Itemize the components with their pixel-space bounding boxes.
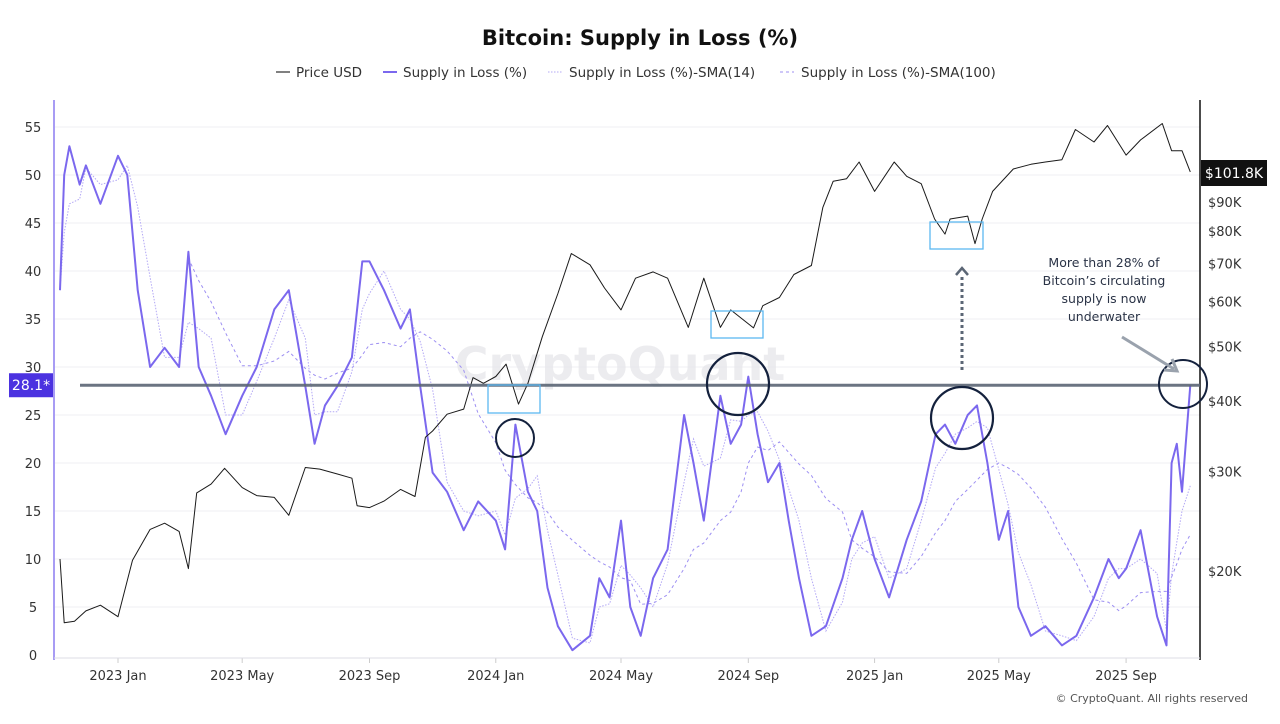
left-axis-tick-label: 10 <box>25 553 42 568</box>
highlight-box-2024-jan <box>487 384 541 414</box>
right-axis-tick-label: $50K <box>1208 340 1242 355</box>
x-axis-tick-label: 2025 Jan <box>846 669 903 684</box>
last-price-label: $101.8K <box>1201 160 1267 186</box>
highlight-box-2025-apr <box>929 221 984 250</box>
legend: Price USD Supply in Loss (%) Supply in L… <box>276 65 996 81</box>
threshold-label-bg <box>9 373 53 398</box>
right-axis-tick-label: $80K <box>1208 225 1242 240</box>
left-axis-tick-label: 15 <box>25 505 42 520</box>
x-axis-tick-label: 2025 May <box>967 669 1031 684</box>
x-axis-tick-label: 2024 May <box>589 669 653 684</box>
last-price-label-bg <box>1201 160 1267 186</box>
right-axis-tick-label: $20K <box>1208 565 1242 580</box>
annotation-line-4: underwater <box>1068 309 1141 324</box>
annotation-arrow-shaft <box>1121 335 1175 371</box>
right-axis-labels: $20K $30K $40K $50K $60K $70K $80K $90K <box>1208 196 1242 580</box>
last-price-label-text: $101.8K <box>1205 166 1264 182</box>
highlight-circle-latest <box>1158 359 1208 409</box>
legend-sma100[interactable]: Supply in Loss (%)-SMA(100) <box>801 65 996 81</box>
left-axis-labels: 0 5 10 15 20 25 30 35 40 45 50 55 <box>25 121 42 664</box>
x-axis-tick-label: 2024 Jan <box>467 669 524 684</box>
left-axis-tick-label: 5 <box>29 601 37 616</box>
series-layer <box>59 123 1192 652</box>
highlight-box-2024-aug <box>710 310 764 339</box>
dotted-arrow-head-icon <box>955 266 969 276</box>
left-axis-tick-label: 30 <box>25 361 42 376</box>
left-axis-tick-label: 45 <box>25 217 42 232</box>
highlight-circle-2025-apr <box>929 385 995 451</box>
price-usd-line <box>59 123 1191 624</box>
supply-in-loss-line <box>59 145 1192 652</box>
legend-sma14[interactable]: Supply in Loss (%)-SMA(14) <box>569 65 755 81</box>
annotation-line-2: Bitcoin’s circulating <box>1043 273 1166 288</box>
left-axis-tick-label: 35 <box>25 313 42 328</box>
sma14-line <box>59 164 1191 644</box>
right-axis-tick-label: $30K <box>1208 466 1242 481</box>
x-axis-labels: 2023 Jan 2023 May 2023 Sep 2024 Jan 2024 May… <box>89 658 1157 684</box>
legend-supply[interactable]: Supply in Loss (%) <box>403 65 527 81</box>
highlight-circle-2024-aug <box>705 351 771 417</box>
threshold-label: 28.1* <box>9 373 53 398</box>
x-axis-tick-label: 2023 May <box>210 669 274 684</box>
left-axis-tick-label: 20 <box>25 457 42 472</box>
annotation-line-3: supply is now <box>1062 291 1147 306</box>
sma100-line <box>187 257 1191 612</box>
right-axis-tick-label: $60K <box>1208 296 1242 311</box>
copyright: © CryptoQuant. All rights reserved <box>1056 692 1248 705</box>
left-axis-tick-label: 0 <box>29 649 37 664</box>
chart-title: Bitcoin: Supply in Loss (%) <box>482 26 798 50</box>
x-axis-tick-label: 2024 Sep <box>717 669 779 684</box>
legend-price[interactable]: Price USD <box>296 65 362 81</box>
right-axis-tick-label: $40K <box>1208 395 1242 410</box>
left-axis-tick-label: 50 <box>25 169 42 184</box>
x-axis-tick-label: 2023 Sep <box>339 669 401 684</box>
left-axis-tick-label: 25 <box>25 409 42 424</box>
x-axis-tick-label: 2025 Sep <box>1095 669 1157 684</box>
annotation-text: More than 28% of Bitcoin’s circulating s… <box>1043 255 1166 324</box>
annotations <box>487 221 1208 458</box>
annotation-arrow-head-icon <box>1163 358 1180 373</box>
left-axis-tick-label: 40 <box>25 265 42 280</box>
gridlines <box>55 126 1200 608</box>
highlight-circle-2024-jan <box>495 418 535 458</box>
x-axis-tick-label: 2023 Jan <box>89 669 146 684</box>
threshold-label-text: 28.1* <box>12 378 50 394</box>
watermark: CryptoQuant <box>455 337 786 391</box>
annotation-line-1: More than 28% of <box>1048 255 1160 270</box>
right-axis-tick-label: $90K <box>1208 196 1242 211</box>
left-axis-tick-label: 55 <box>25 121 42 136</box>
right-axis-tick-label: $70K <box>1208 258 1242 273</box>
